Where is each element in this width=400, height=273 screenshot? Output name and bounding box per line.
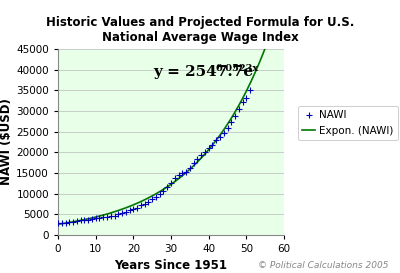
Text: Historic Values and Projected Formula for U.S.
National Average Wage Index: Historic Values and Projected Formula fo… xyxy=(46,16,354,44)
Y-axis label: NAWI ($USD): NAWI ($USD) xyxy=(0,99,14,185)
Legend: NAWI, Expon. (NAWI): NAWI, Expon. (NAWI) xyxy=(298,106,398,140)
X-axis label: Years Since 1951: Years Since 1951 xyxy=(114,259,228,272)
Text: y = 2547.7e: y = 2547.7e xyxy=(153,65,253,79)
Text: © Political Calculations 2005: © Political Calculations 2005 xyxy=(258,261,388,270)
Text: 0.0523x: 0.0523x xyxy=(215,64,258,73)
